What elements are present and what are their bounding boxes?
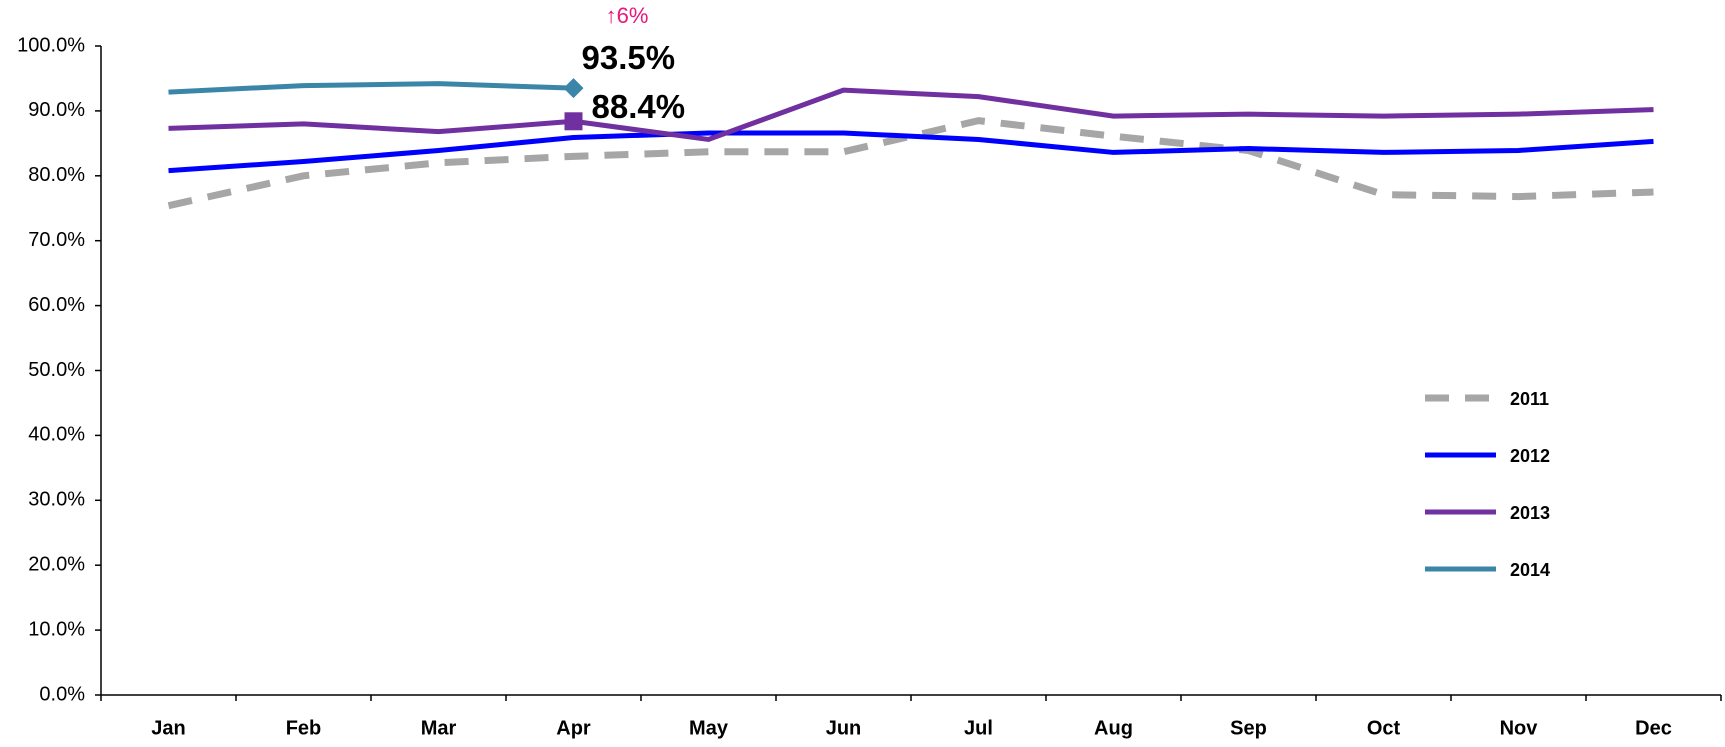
y-tick-label: 90.0% xyxy=(28,99,85,121)
x-tick-label: Feb xyxy=(286,717,322,739)
x-tick-label: Apr xyxy=(556,717,591,739)
y-tick-label: 10.0% xyxy=(28,618,85,640)
annotation: ↑6% xyxy=(606,3,649,28)
y-tick-label: 20.0% xyxy=(28,553,85,575)
x-tick-label: Jan xyxy=(151,717,185,739)
x-tick-label: Aug xyxy=(1094,717,1133,739)
x-tick-label: Nov xyxy=(1500,717,1539,739)
data-label: 93.5% xyxy=(582,39,676,76)
y-tick-label: 80.0% xyxy=(28,164,85,186)
x-tick-label: Mar xyxy=(421,717,457,739)
legend-label: 2014 xyxy=(1510,560,1550,580)
y-tick-label: 60.0% xyxy=(28,294,85,316)
x-tick-label: May xyxy=(689,717,729,739)
x-tick-label: Jul xyxy=(964,717,993,739)
y-tick-label: 50.0% xyxy=(28,359,85,381)
y-tick-label: 100.0% xyxy=(17,34,85,56)
legend-label: 2013 xyxy=(1510,503,1550,523)
x-tick-label: Jun xyxy=(826,717,862,739)
legend-label: 2011 xyxy=(1510,389,1549,409)
marker xyxy=(564,112,583,131)
y-tick-label: 70.0% xyxy=(28,229,85,251)
data-label: 88.4% xyxy=(592,88,686,125)
x-tick-label: Oct xyxy=(1367,717,1401,739)
legend-label: 2012 xyxy=(1510,446,1550,466)
series-line xyxy=(168,81,574,95)
y-tick-label: 30.0% xyxy=(28,489,85,511)
marker xyxy=(563,78,584,99)
series-line xyxy=(167,117,1654,210)
x-tick-label: Sep xyxy=(1230,717,1267,739)
x-tick-label: Dec xyxy=(1635,717,1672,739)
series-line xyxy=(168,87,1654,142)
y-tick-label: 40.0% xyxy=(28,424,85,446)
series-line xyxy=(168,130,1654,174)
y-tick-label: 0.0% xyxy=(39,683,85,705)
